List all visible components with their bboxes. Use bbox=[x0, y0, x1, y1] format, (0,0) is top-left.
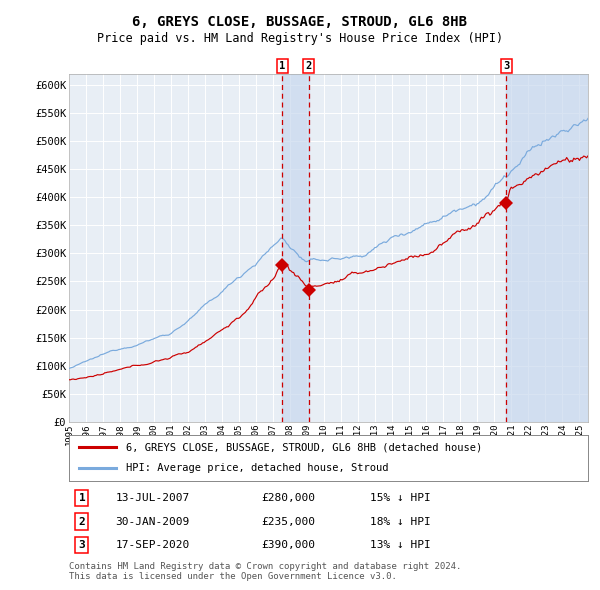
Text: 13-JUL-2007: 13-JUL-2007 bbox=[116, 493, 190, 503]
Text: 15% ↓ HPI: 15% ↓ HPI bbox=[370, 493, 431, 503]
Bar bbox=[506, 74, 588, 422]
Text: HPI: Average price, detached house, Stroud: HPI: Average price, detached house, Stro… bbox=[126, 463, 389, 473]
Text: 13% ↓ HPI: 13% ↓ HPI bbox=[370, 540, 431, 550]
Text: £390,000: £390,000 bbox=[261, 540, 315, 550]
Text: 6, GREYS CLOSE, BUSSAGE, STROUD, GL6 8HB: 6, GREYS CLOSE, BUSSAGE, STROUD, GL6 8HB bbox=[133, 15, 467, 29]
Text: 17-SEP-2020: 17-SEP-2020 bbox=[116, 540, 190, 550]
Text: 2: 2 bbox=[79, 517, 85, 526]
Bar bbox=[282, 74, 308, 422]
Text: £280,000: £280,000 bbox=[261, 493, 315, 503]
Text: 6, GREYS CLOSE, BUSSAGE, STROUD, GL6 8HB (detached house): 6, GREYS CLOSE, BUSSAGE, STROUD, GL6 8HB… bbox=[126, 442, 482, 453]
Text: Price paid vs. HM Land Registry's House Price Index (HPI): Price paid vs. HM Land Registry's House … bbox=[97, 32, 503, 45]
Text: 2: 2 bbox=[305, 61, 312, 71]
Text: 30-JAN-2009: 30-JAN-2009 bbox=[116, 517, 190, 526]
Text: 3: 3 bbox=[79, 540, 85, 550]
Text: 1: 1 bbox=[279, 61, 286, 71]
Text: Contains HM Land Registry data © Crown copyright and database right 2024.
This d: Contains HM Land Registry data © Crown c… bbox=[69, 562, 461, 581]
Text: £235,000: £235,000 bbox=[261, 517, 315, 526]
Text: 3: 3 bbox=[503, 61, 509, 71]
Text: 1: 1 bbox=[79, 493, 85, 503]
Text: 18% ↓ HPI: 18% ↓ HPI bbox=[370, 517, 431, 526]
